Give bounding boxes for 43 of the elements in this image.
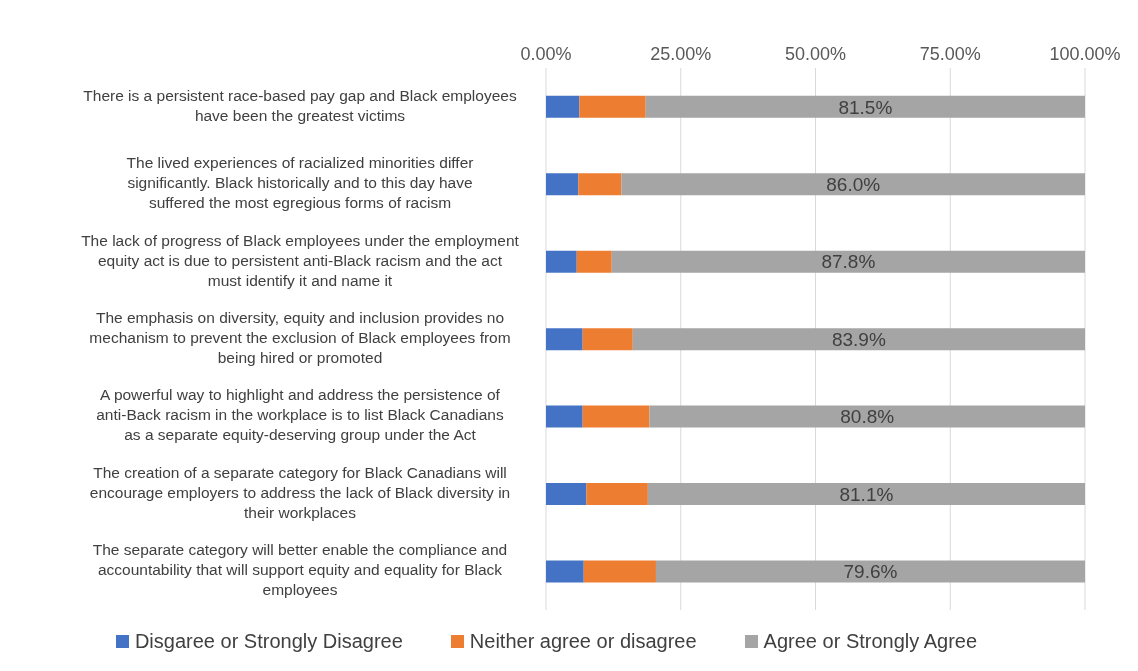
bar [583,560,656,583]
bar [546,483,587,506]
bar [579,95,646,118]
bar [546,328,583,351]
data-label: 83.9% [831,328,886,350]
y-tick-label: The emphasis on diversity, equity and inclusion provides no mechanism to prevent the exclusion of Black employees from being hired or promoted [89,309,511,367]
data-label: 87.8% [821,251,876,273]
bar [546,405,583,428]
y-tick-label: The lack of progress of Black employees under the employment equity act is due to persistent anti-Black racism and the act must identify it and name it [81,231,520,289]
x-tick-label: 100.00% [1049,44,1121,64]
x-tick-label: 25.00% [650,44,712,64]
bar [655,560,1085,583]
x-tick-label: 75.00% [919,44,981,64]
bar [546,560,584,583]
bar [586,483,648,506]
bar [578,173,622,196]
bar [546,250,577,273]
y-tick-label: The lived experiences of racialized minorities differ significantly. Black historically and to this day have suffered the most egregious forms of racism [126,154,474,212]
data-label: 81.5% [838,96,893,118]
legend-label: Disgaree or Strongly Disagree [134,630,403,653]
data-label: 79.6% [843,561,898,583]
legend-label: Agree or Strongly Agree [763,630,978,653]
bar [582,328,633,351]
bar [611,250,1085,273]
bar [582,405,650,428]
y-tick-label: The creation of a separate category for Black Canadians will encourage employers to address the lack of Black diversity in their workplaces [89,463,511,521]
legend-label: Neither agree or disagree [469,630,697,653]
data-label: 81.1% [839,483,894,505]
bar [621,173,1085,196]
bar [546,173,579,196]
x-tick-label: 50.00% [784,44,847,64]
y-tick-label: A powerful way to highlight and address the persistence of anti-Back racism in the workplace is to list Black Canadians as a separate equity-deserving group under the Act [96,386,504,444]
bar [647,483,1085,506]
bar [632,328,1085,351]
bar [576,250,612,273]
y-tick-label: There is a persistent race-based pay gap and Black employees have been the greatest victims [83,86,517,124]
bar [546,95,580,118]
data-label: 80.8% [840,406,895,428]
x-tick-label: 0.00% [520,44,572,64]
data-label: 86.0% [826,174,881,196]
y-tick-label: The separate category will better enable the compliance and accountability that will support equity and equality for Black employees [92,541,508,599]
bar [645,95,1085,118]
bar [649,405,1085,428]
